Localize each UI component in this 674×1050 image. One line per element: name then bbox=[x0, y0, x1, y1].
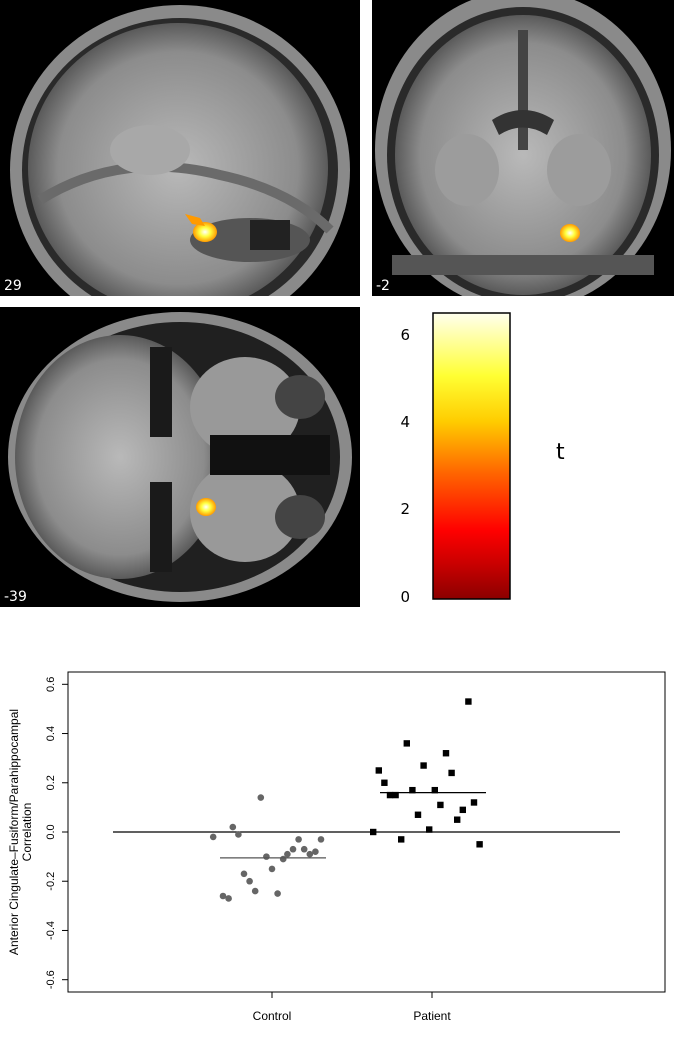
axial-slice-panel: -39 bbox=[0, 307, 360, 607]
x-tick-label: Patient bbox=[413, 1009, 451, 1023]
control-data-point bbox=[246, 877, 253, 885]
control-data-point bbox=[289, 845, 297, 853]
x-tick-label: Control bbox=[253, 1009, 292, 1023]
colorbar-gradient bbox=[432, 312, 511, 600]
slice-label: -39 bbox=[4, 589, 27, 605]
y-tick-label: -0.2 bbox=[45, 872, 57, 891]
patient-data-point bbox=[381, 779, 388, 786]
control-data-point bbox=[257, 794, 265, 801]
control-data-point bbox=[225, 895, 232, 902]
y-tick-label: -0.4 bbox=[45, 921, 57, 940]
y-axis: -0.6 -0.4 -0.2 0.0 0.2 0.4 0.6 bbox=[45, 677, 68, 989]
patient-data-point bbox=[476, 841, 483, 848]
patient-data-point bbox=[431, 786, 438, 794]
control-data-point bbox=[312, 848, 319, 855]
control-data-point bbox=[274, 890, 281, 897]
patient-data-point bbox=[398, 836, 405, 843]
patient-data-point bbox=[375, 767, 382, 774]
coronal-slice-panel: -2 bbox=[372, 0, 674, 296]
patient-data-point bbox=[426, 826, 433, 833]
patient-data-point bbox=[370, 828, 377, 836]
control-data-point bbox=[240, 870, 248, 878]
y-tick-label: 0.0 bbox=[45, 824, 57, 839]
patient-data-point bbox=[403, 740, 410, 747]
y-tick-label: 0.2 bbox=[45, 775, 57, 790]
patient-data-point bbox=[442, 750, 450, 757]
activation-blob bbox=[193, 222, 217, 242]
correlation-scatter-chart: -0.6-0.4-0.20.00.20.40.6 Control Patient … bbox=[7, 671, 666, 1023]
y-tick-label: -0.6 bbox=[45, 970, 57, 989]
x-axis: Control Patient bbox=[253, 992, 451, 1023]
patient-data-point bbox=[437, 801, 444, 809]
colorbar-tick: 0 bbox=[400, 588, 410, 606]
control-data-point bbox=[295, 836, 302, 843]
patient-data-point bbox=[414, 811, 422, 818]
plot-marks bbox=[113, 698, 620, 902]
patient-data-point bbox=[409, 786, 416, 794]
slice-label: -2 bbox=[376, 278, 390, 294]
patient-data-point bbox=[448, 769, 455, 777]
y-tick-label: 0.4 bbox=[45, 726, 57, 741]
y-tick-label: 0.6 bbox=[45, 677, 57, 692]
control-data-point bbox=[300, 845, 308, 853]
patient-data-point bbox=[465, 698, 472, 705]
control-data-point bbox=[229, 823, 237, 831]
patient-data-point bbox=[420, 762, 427, 769]
colorbar-title: t bbox=[556, 440, 565, 465]
activation-blob bbox=[196, 498, 216, 516]
y-axis-label: Anterior Cingulate–Fusiform/Parahippocam… bbox=[7, 709, 34, 955]
control-data-point bbox=[235, 831, 242, 838]
sagittal-slice-panel: 29 bbox=[0, 0, 360, 296]
patient-data-point bbox=[459, 806, 466, 814]
activation-blob bbox=[560, 224, 580, 242]
sagittal-brain-image bbox=[10, 5, 350, 296]
control-data-point bbox=[209, 833, 217, 841]
control-data-point bbox=[219, 892, 227, 900]
slice-label: 29 bbox=[4, 278, 22, 294]
control-data-point bbox=[306, 850, 314, 858]
patient-data-point bbox=[392, 791, 399, 799]
colorbar-tick: 2 bbox=[400, 500, 410, 518]
axial-brain-image bbox=[8, 312, 352, 602]
control-data-point bbox=[284, 850, 291, 858]
patient-data-point bbox=[470, 799, 478, 806]
control-data-point bbox=[263, 853, 270, 860]
control-data-point bbox=[317, 836, 325, 843]
control-data-point bbox=[268, 865, 276, 873]
colorbar-tick: 6 bbox=[400, 326, 410, 344]
coronal-brain-image bbox=[375, 0, 671, 296]
colorbar: 0 2 4 6 bbox=[380, 308, 580, 608]
patient-data-point bbox=[386, 791, 394, 799]
control-data-point bbox=[251, 887, 259, 895]
patient-data-point bbox=[454, 816, 461, 823]
colorbar-tick: 4 bbox=[400, 413, 410, 431]
